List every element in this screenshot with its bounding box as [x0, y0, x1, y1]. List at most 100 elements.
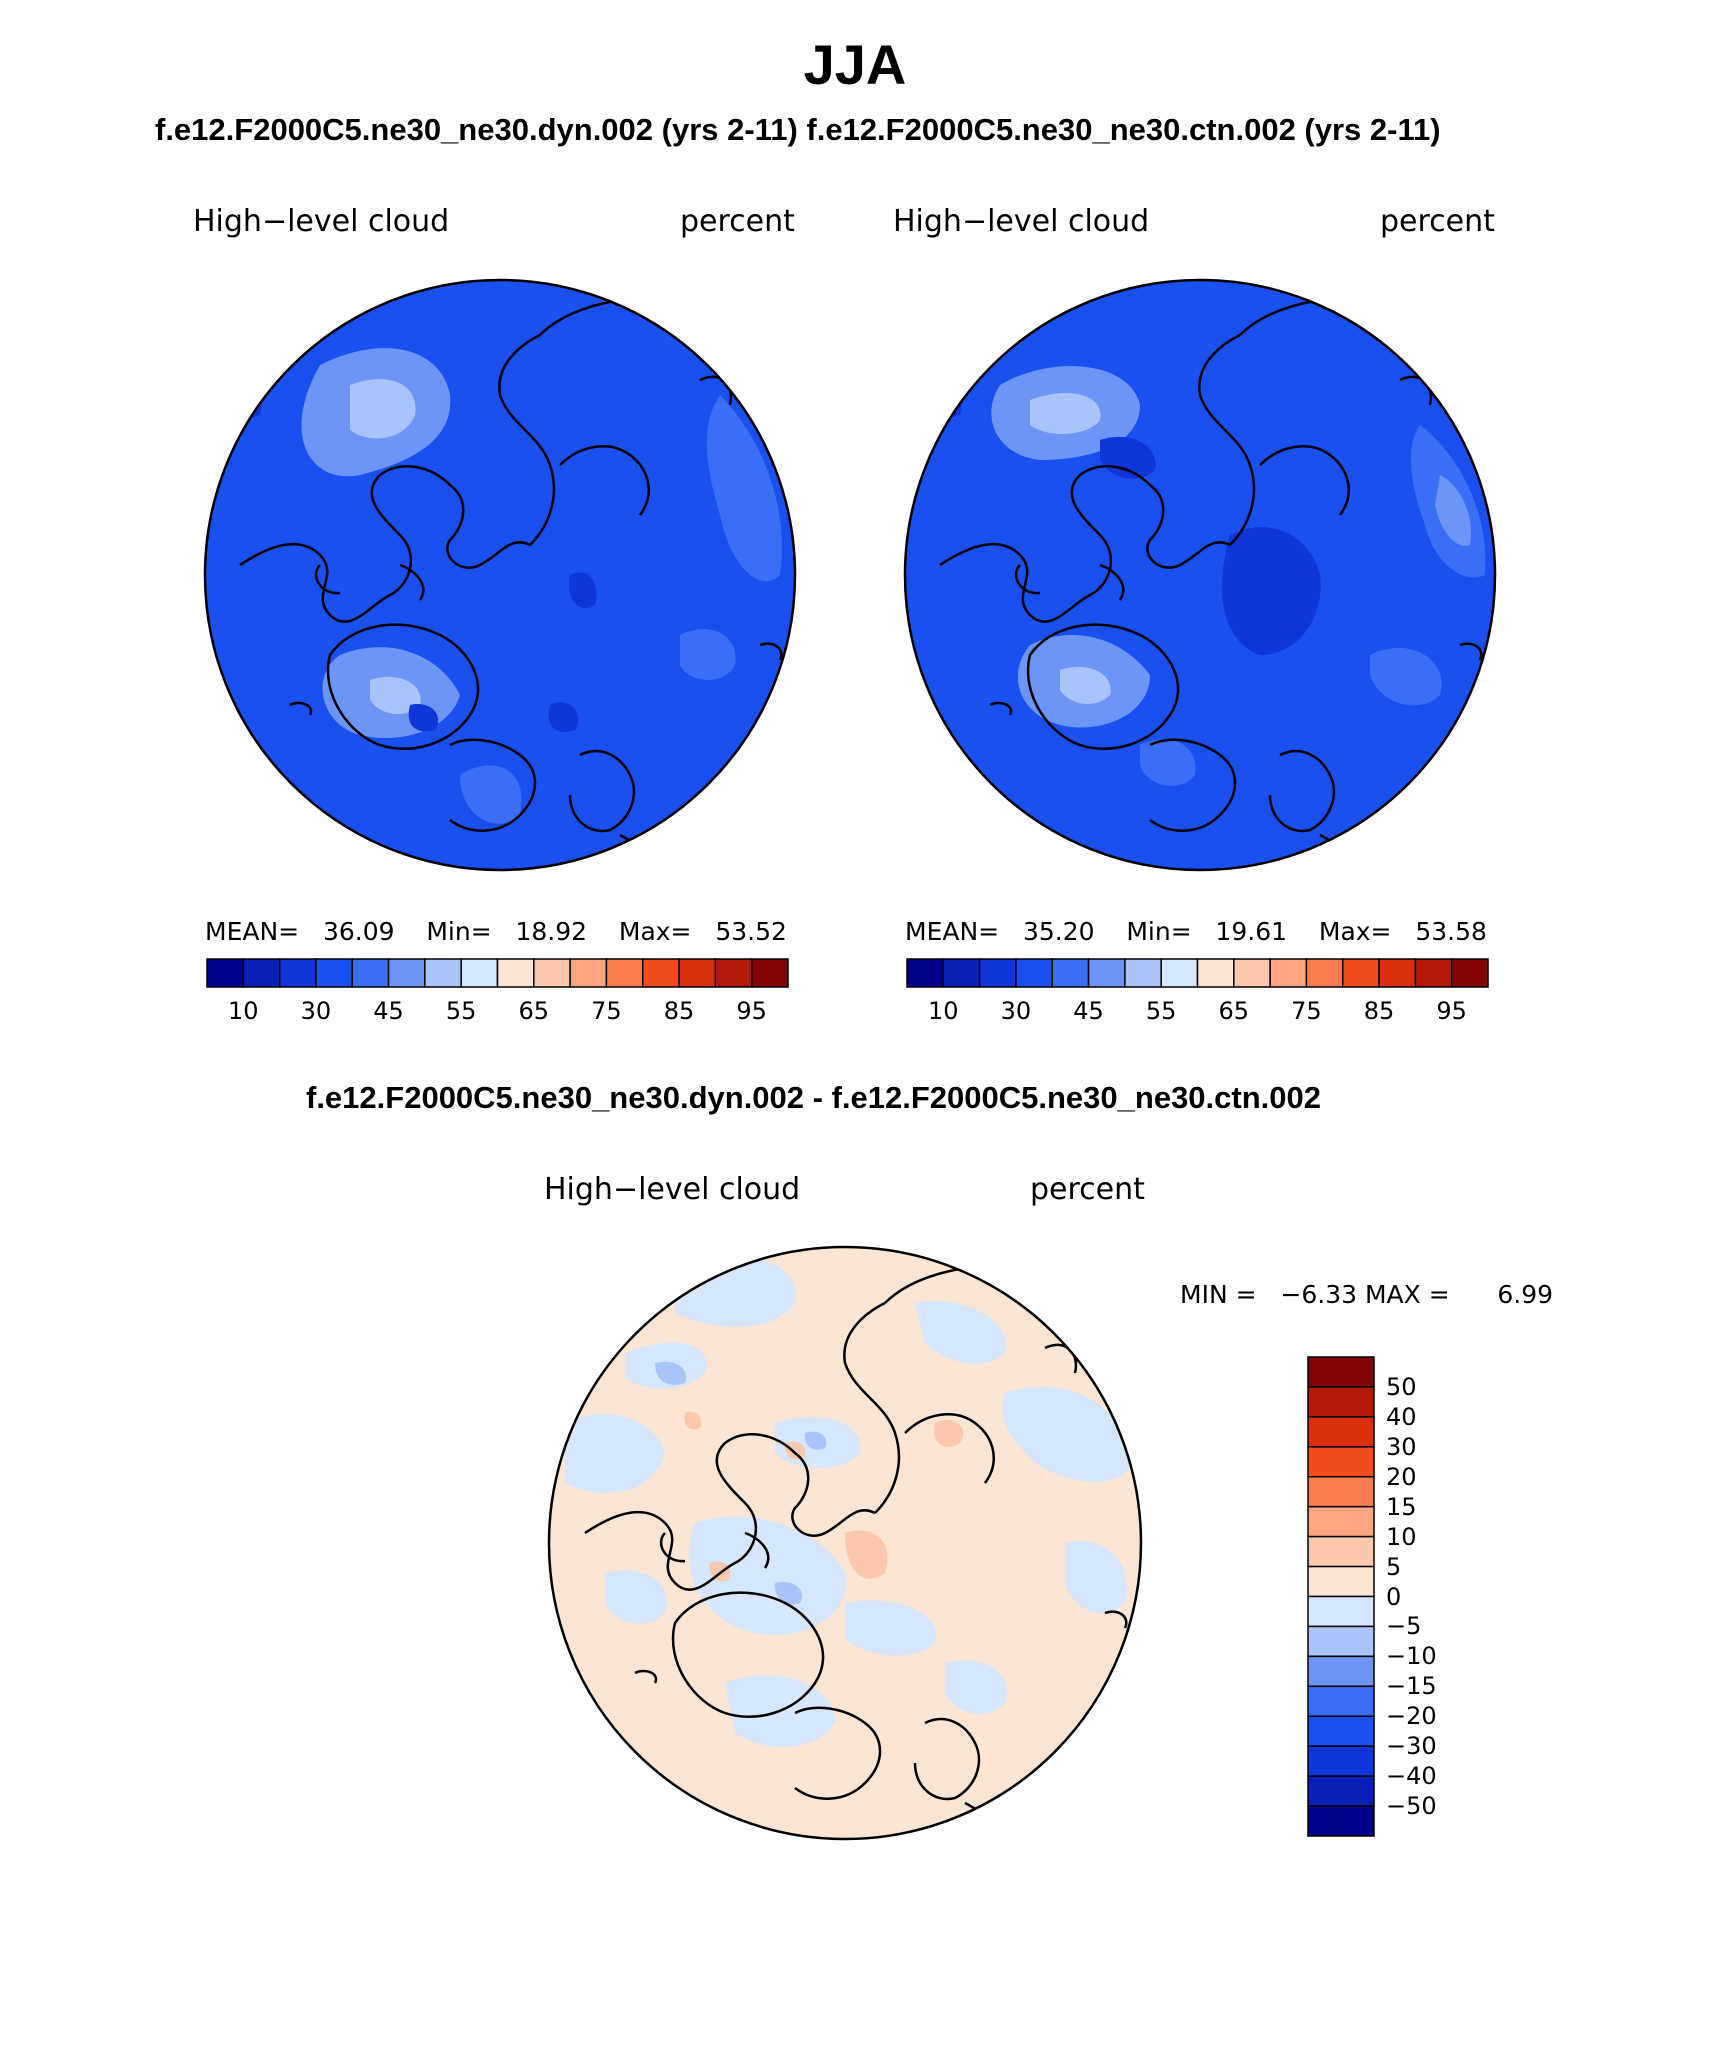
colorbar-tick-label: 65: [518, 997, 550, 1025]
colorbar-swatch: [714, 958, 753, 988]
colorbar-tick-label: 65: [1218, 997, 1250, 1025]
diff-colorbar-tick-label: −50: [1386, 1792, 1437, 1821]
colorbar-tick-label: 45: [373, 997, 404, 1025]
top-panels-title: f.e12.F2000C5.ne30_ne30.dyn.002 (yrs 2-1…: [155, 112, 1441, 147]
diff-units-label: percent: [1030, 1172, 1145, 1207]
diff-colorbar-swatch: [1307, 1805, 1375, 1837]
colorbar-tick-label: 55: [445, 997, 477, 1025]
colorbar-swatch: [678, 958, 717, 988]
panel1-polar-map: [203, 278, 797, 872]
diff-colorbar-tick-label: 10: [1386, 1522, 1417, 1551]
colorbar-swatch: [642, 958, 680, 988]
diff-variable-label: High−level cloud: [544, 1172, 801, 1207]
colorbar-tick-label: 30: [300, 997, 332, 1025]
diff-colorbar-tick-label: −15: [1386, 1672, 1437, 1701]
colorbar-tick-label: 75: [591, 997, 622, 1025]
colorbar-swatch: [1269, 958, 1308, 988]
diff-colorbar-swatch: [1307, 1655, 1375, 1688]
diff-colorbar-swatch: [1307, 1446, 1375, 1478]
diff-colorbar-swatch: [1307, 1715, 1375, 1747]
panel2-colorbar: [906, 958, 1489, 988]
colorbar-swatch: [906, 958, 945, 988]
figure-title: JJA: [803, 33, 907, 96]
panel1-variable-label: High−level cloud: [193, 204, 450, 239]
colorbar-swatch: [242, 958, 281, 988]
panel2-polar-map: [903, 278, 1497, 872]
diff-stats: MIN = −6.33 MAX = 6.99: [1180, 1280, 1553, 1309]
diff-colorbar-swatch: [1307, 1386, 1375, 1418]
diff-colorbar-tick-label: −5: [1386, 1612, 1422, 1641]
panel1-min-label: Min=: [426, 917, 492, 946]
diff-colorbar-tick-label: 20: [1386, 1462, 1417, 1491]
colorbar-tick-label: 55: [1145, 997, 1177, 1025]
panel1-units-label: percent: [680, 204, 795, 239]
diff-colorbar-tick-label: 30: [1386, 1432, 1417, 1461]
colorbar-swatch: [533, 958, 571, 988]
colorbar-tick-label: 75: [1291, 997, 1322, 1025]
colorbar-swatch: [1450, 958, 1489, 988]
panel1-min-value: 18.92: [515, 917, 588, 946]
panel2-mean-value: 35.20: [1022, 917, 1095, 946]
diff-colorbar-tick-label: −40: [1386, 1762, 1437, 1791]
diff-colorbar-swatch: [1307, 1535, 1375, 1568]
colorbar-tick-label: 85: [1363, 997, 1395, 1025]
colorbar-swatch: [496, 958, 535, 988]
diff-colorbar-swatch: [1307, 1685, 1375, 1717]
colorbar-swatch: [605, 958, 644, 988]
panel1-stats: MEAN= 36.09 Min= 18.92 Max= 53.52: [205, 917, 787, 946]
colorbar-swatch: [387, 958, 426, 988]
diff-polar-map: [547, 1245, 1143, 1841]
diff-colorbar-tick-label: 15: [1386, 1492, 1417, 1521]
diff-colorbar-swatch: [1307, 1416, 1375, 1448]
diff-colorbar-tick-label: −20: [1386, 1702, 1437, 1731]
colorbar-tick-label: 45: [1073, 997, 1104, 1025]
colorbar-swatch: [1196, 958, 1235, 988]
colorbar-swatch: [1305, 958, 1344, 988]
colorbar-swatch: [942, 958, 981, 988]
colorbar-swatch: [278, 958, 317, 988]
diff-colorbar-tick-label: −30: [1386, 1732, 1437, 1761]
colorbar-swatch: [1342, 958, 1380, 988]
panel2-min-label: Min=: [1126, 917, 1192, 946]
panel2-min-value: 19.61: [1215, 917, 1288, 946]
panel1-max-label: Max=: [618, 917, 692, 946]
colorbar-tick-label: 95: [736, 997, 767, 1025]
colorbar-swatch: [1015, 958, 1053, 988]
colorbar-tick-label: 85: [663, 997, 695, 1025]
diff-colorbar-tick-label: 5: [1386, 1552, 1402, 1581]
colorbar-tick-label: 10: [228, 997, 259, 1025]
colorbar-swatch: [1414, 958, 1453, 988]
colorbar-swatch: [1160, 958, 1199, 988]
panel1-max-value: 53.52: [715, 917, 787, 946]
diff-colorbar-swatch: [1307, 1505, 1375, 1538]
colorbar-swatch: [315, 958, 353, 988]
diff-max-label: MAX =: [1364, 1280, 1450, 1309]
diff-max-value: 6.99: [1497, 1280, 1554, 1309]
panel2-stats: MEAN= 35.20 Min= 19.61 Max= 53.58: [905, 917, 1487, 946]
panel2-mean-label: MEAN=: [905, 917, 1000, 946]
diff-colorbar-swatch: [1307, 1775, 1375, 1807]
panel2-variable-label: High−level cloud: [893, 204, 1150, 239]
diff-colorbar-swatch: [1307, 1595, 1375, 1628]
panel2-map-fill: [905, 280, 1495, 870]
diff-colorbar-tick-label: −10: [1386, 1642, 1437, 1671]
colorbar-swatch: [424, 958, 462, 988]
panel2-units-label: percent: [1380, 204, 1495, 239]
colorbar-swatch: [978, 958, 1017, 988]
colorbar-swatch: [1233, 958, 1271, 988]
colorbar-swatch: [460, 958, 499, 988]
panel1-mean-label: MEAN=: [205, 917, 300, 946]
colorbar-swatch: [1087, 958, 1126, 988]
colorbar-swatch: [1051, 958, 1090, 988]
colorbar-swatch: [1124, 958, 1162, 988]
diff-colorbar-swatch: [1307, 1625, 1375, 1658]
panel2-max-label: Max=: [1318, 917, 1392, 946]
colorbar-swatch: [351, 958, 390, 988]
diff-min-label: MIN =: [1180, 1280, 1257, 1309]
diff-panel-title: f.e12.F2000C5.ne30_ne30.dyn.002 - f.e12.…: [306, 1080, 1321, 1115]
diff-colorbar-swatch: [1307, 1356, 1375, 1388]
diff-colorbar-tick-label: 0: [1386, 1582, 1402, 1611]
diff-min-value: −6.33: [1280, 1280, 1358, 1309]
diff-map-fill: [549, 1247, 1141, 1839]
diff-colorbar-swatch: [1307, 1565, 1375, 1598]
